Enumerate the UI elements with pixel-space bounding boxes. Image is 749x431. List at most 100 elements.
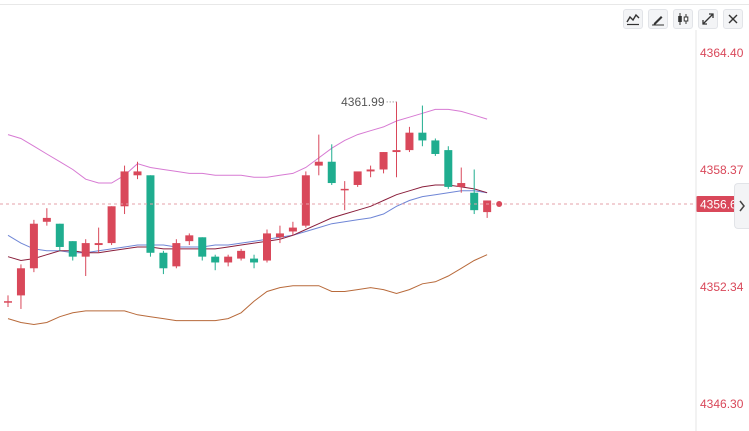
candle-body (55, 223, 64, 247)
candle-body (392, 150, 401, 153)
candle (68, 241, 77, 261)
candle-body (444, 150, 453, 187)
candle-body (353, 171, 362, 185)
y-tick-label: 4364.40 (700, 46, 744, 60)
top-divider (0, 4, 749, 5)
y-tick-label: 4352.34 (700, 280, 744, 294)
candle (263, 229, 271, 263)
candle (470, 169, 479, 215)
candle (405, 126, 414, 153)
candle (418, 105, 427, 147)
candle-body (340, 188, 349, 191)
candle (237, 248, 246, 261)
y-tick-label: 4358.37 (700, 163, 744, 177)
candle (340, 181, 349, 211)
candle (483, 200, 492, 218)
candle-body (263, 233, 271, 261)
candle (146, 175, 155, 257)
candle (55, 223, 64, 251)
bollinger-lower-line (7, 254, 488, 326)
candle-body (237, 250, 246, 259)
candle (327, 144, 336, 185)
candle-body (42, 217, 51, 222)
candle-body (94, 243, 103, 246)
candle-body (198, 237, 207, 257)
candle-body (327, 161, 336, 184)
candle (275, 225, 284, 244)
current-price-dot (496, 200, 503, 207)
candle (16, 264, 25, 309)
y-tick-label: 4346.30 (700, 397, 744, 411)
candle (4, 295, 12, 308)
candle-body (379, 152, 388, 170)
candle-body (301, 175, 310, 226)
candle-body (81, 243, 90, 257)
candle-body (483, 200, 492, 213)
candle (172, 239, 181, 269)
candle-body (133, 171, 142, 176)
candle-body (159, 252, 168, 269)
draw-icon (652, 16, 664, 26)
candle (185, 233, 194, 246)
close-button[interactable] (723, 9, 743, 29)
fullscreen-button[interactable] (698, 9, 718, 29)
candle (224, 254, 233, 267)
candle-body (172, 243, 181, 267)
high-marker-label: 4361.99 (341, 95, 385, 109)
candle-body (120, 171, 129, 207)
candle (431, 138, 440, 156)
bollinger-upper-line (7, 108, 488, 184)
candle (250, 254, 259, 269)
expand-panel-handle[interactable] (734, 183, 749, 229)
candle-body (288, 227, 297, 232)
candle (211, 254, 220, 271)
draw-button[interactable] (648, 9, 668, 29)
candle-body (211, 256, 220, 263)
candle-body (314, 161, 323, 166)
candle-body (431, 140, 440, 154)
indicator-icon (626, 13, 640, 26)
close-icon (728, 14, 738, 24)
chart-toolbar (623, 9, 743, 29)
candle-body (470, 192, 479, 211)
current-price-label: 4356.62 (700, 197, 744, 211)
candle-body (185, 235, 194, 242)
candle (314, 134, 323, 176)
candle (94, 227, 103, 253)
candle (29, 219, 38, 273)
candle (392, 101, 401, 178)
candle (444, 146, 453, 189)
candle-body (16, 268, 25, 296)
candle (457, 167, 466, 193)
fullscreen-icon (702, 13, 714, 25)
candle (107, 206, 116, 246)
candle (301, 171, 310, 228)
candle-body (418, 132, 427, 141)
candle (353, 171, 362, 187)
candle (159, 250, 168, 275)
ma-dark-line (7, 184, 488, 262)
candle-style-button[interactable] (673, 9, 693, 29)
candle (379, 152, 388, 174)
candle-body (4, 301, 12, 303)
candle-body (29, 223, 38, 269)
candle-style-icon (678, 13, 689, 25)
candle-body (366, 169, 375, 172)
ma-blue-line (7, 190, 488, 254)
candle (133, 161, 142, 180)
candle-body (275, 233, 284, 238)
indicator-button[interactable] (623, 9, 643, 29)
candle-body (405, 132, 414, 151)
candle (120, 165, 129, 215)
chevron-right-icon (739, 200, 745, 212)
candle (42, 208, 51, 226)
candle (198, 237, 207, 261)
candle (288, 221, 297, 236)
candle-body (146, 175, 155, 253)
candle-body (107, 206, 116, 244)
candle-body (68, 241, 77, 257)
candle (366, 165, 375, 178)
candle-body (250, 258, 259, 263)
